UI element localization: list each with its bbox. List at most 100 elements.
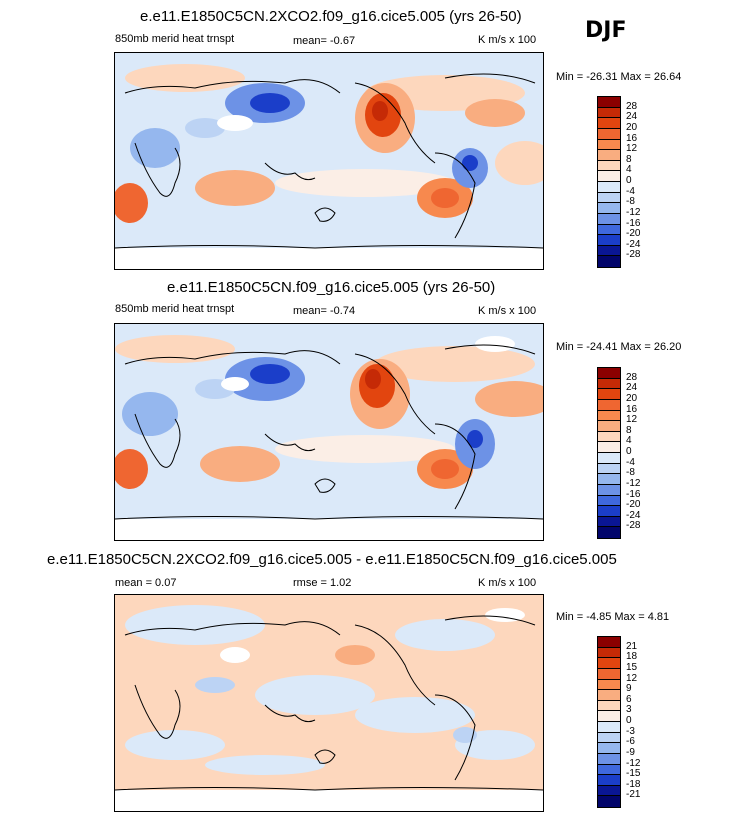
colorbar-tick-label: 24 <box>626 111 638 123</box>
colorbar-swatch <box>598 128 620 140</box>
colorbar-tick-label: 0 <box>626 446 632 457</box>
colorbar-tick-label: 28 <box>626 100 638 112</box>
colorbar-swatch <box>598 213 620 225</box>
panel-3-rmse-label: rmse = 1.02 <box>293 577 352 589</box>
colorbar-tick-label: 0 <box>626 175 632 186</box>
colorbar-swatch <box>598 527 620 538</box>
panel-3-title: e.e11.E1850C5CN.2XCO2.f09_g16.cice5.005 … <box>47 551 617 568</box>
colorbar-tick-label: -8 <box>626 196 635 208</box>
colorbar-swatch <box>598 474 620 485</box>
colorbar-swatch <box>598 743 620 754</box>
colorbar-tick-label: -28 <box>626 520 641 532</box>
colorbar-swatch <box>598 256 620 267</box>
panel-1-variable-label: 850mb merid heat trnspt <box>115 33 235 45</box>
colorbar-tick-label: 4 <box>626 164 632 176</box>
colorbar-swatch <box>598 732 620 744</box>
colorbar-swatch <box>598 722 620 733</box>
colorbar-swatch <box>598 171 620 182</box>
colorbar-swatch <box>598 453 620 464</box>
panel-2-map <box>114 323 544 541</box>
colorbar-swatch <box>598 796 620 807</box>
colorbar-swatch <box>598 182 620 193</box>
colorbar-tick-label: -12 <box>626 206 641 218</box>
colorbar-tick-label: -6 <box>626 736 635 748</box>
colorbar-tick-label: -20 <box>626 499 641 511</box>
colorbar-tick-label: 12 <box>626 414 638 426</box>
panel-1-colorbar <box>597 96 621 268</box>
colorbar-swatch <box>598 389 620 400</box>
colorbar-swatch <box>598 160 620 172</box>
colorbar-tick-label: 9 <box>626 683 632 695</box>
colorbar-tick-label: 6 <box>626 693 632 705</box>
colorbar-tick-label: 8 <box>626 424 632 436</box>
colorbar-swatch <box>598 139 620 151</box>
colorbar-tick-label: -18 <box>626 778 641 790</box>
colorbar-tick-label: 15 <box>626 661 638 673</box>
colorbar-swatch <box>598 118 620 129</box>
colorbar-tick-label: -20 <box>626 228 641 240</box>
colorbar-swatch <box>598 506 620 517</box>
panel-3-mean-label: mean = 0.07 <box>115 577 177 589</box>
colorbar-tick-label: -12 <box>626 757 641 769</box>
colorbar-tick-label: -24 <box>626 509 641 521</box>
panel-1-mean-label: mean= -0.67 <box>293 35 356 47</box>
colorbar-tick-label: -12 <box>626 477 641 489</box>
colorbar-tick-label: -24 <box>626 238 641 250</box>
colorbar-swatch <box>598 668 620 680</box>
colorbar-tick-label: -21 <box>626 789 641 801</box>
colorbar-tick-label: 0 <box>626 715 632 726</box>
panel-1-minmax: Min = -26.31 Max = 26.64 <box>556 71 682 83</box>
colorbar-swatch <box>598 658 620 669</box>
panel-3-minmax: Min = -4.85 Max = 4.81 <box>556 611 670 623</box>
colorbar-swatch <box>598 700 620 712</box>
colorbar-tick-label: -16 <box>626 488 641 500</box>
colorbar-swatch <box>598 690 620 701</box>
colorbar-tick-label: -9 <box>626 746 635 758</box>
colorbar-tick-label: 3 <box>626 704 632 716</box>
colorbar-swatch <box>598 711 620 722</box>
colorbar-tick-label: -15 <box>626 768 641 780</box>
colorbar-tick-label: -8 <box>626 467 635 479</box>
colorbar-swatch <box>598 775 620 786</box>
colorbar-swatch <box>598 495 620 507</box>
colorbar-swatch <box>598 224 620 236</box>
colorbar-swatch <box>598 647 620 659</box>
colorbar-tick-label: 12 <box>626 143 638 155</box>
colorbar-tick-label: 16 <box>626 132 638 144</box>
colorbar-swatch <box>598 378 620 390</box>
panel-2-mean-label: mean= -0.74 <box>293 305 356 317</box>
season-label: DJF <box>585 18 627 43</box>
colorbar-tick-label: 28 <box>626 371 638 383</box>
colorbar-swatch <box>598 679 620 691</box>
colorbar-tick-label: 24 <box>626 382 638 394</box>
colorbar-swatch <box>598 150 620 161</box>
panel-2-units-label: K m/s x 100 <box>478 305 537 317</box>
colorbar-tick-label: 8 <box>626 153 632 165</box>
colorbar-tick-label: -4 <box>626 456 635 468</box>
colorbar-swatch <box>598 463 620 475</box>
colorbar-swatch <box>598 431 620 443</box>
colorbar-tick-label: 12 <box>626 672 638 684</box>
colorbar-tick-label: 20 <box>626 392 638 404</box>
colorbar-swatch <box>598 410 620 422</box>
colorbar-swatch <box>598 421 620 432</box>
colorbar-swatch <box>598 203 620 214</box>
panel-3-units-label: K m/s x 100 <box>478 577 537 589</box>
colorbar-swatch <box>598 785 620 797</box>
colorbar-swatch <box>598 484 620 496</box>
colorbar-swatch <box>598 753 620 765</box>
colorbar-tick-label: 20 <box>626 121 638 133</box>
colorbar-tick-label: -28 <box>626 249 641 261</box>
panel-2-title: e.e11.E1850C5CN.f09_g16.cice5.005 (yrs 2… <box>167 279 496 296</box>
colorbar-tick-label: 21 <box>626 640 638 652</box>
colorbar-swatch <box>598 637 620 648</box>
panel-3-map <box>114 594 544 812</box>
colorbar-swatch <box>598 235 620 246</box>
colorbar-swatch <box>598 368 620 379</box>
colorbar-tick-label: -3 <box>626 725 635 737</box>
colorbar-tick-label: 18 <box>626 651 638 663</box>
panel-2-colorbar <box>597 367 621 539</box>
colorbar-swatch <box>598 442 620 453</box>
panel-1-units-label: K m/s x 100 <box>478 34 537 46</box>
panel-2-variable-label: 850mb merid heat trnspt <box>115 303 235 315</box>
